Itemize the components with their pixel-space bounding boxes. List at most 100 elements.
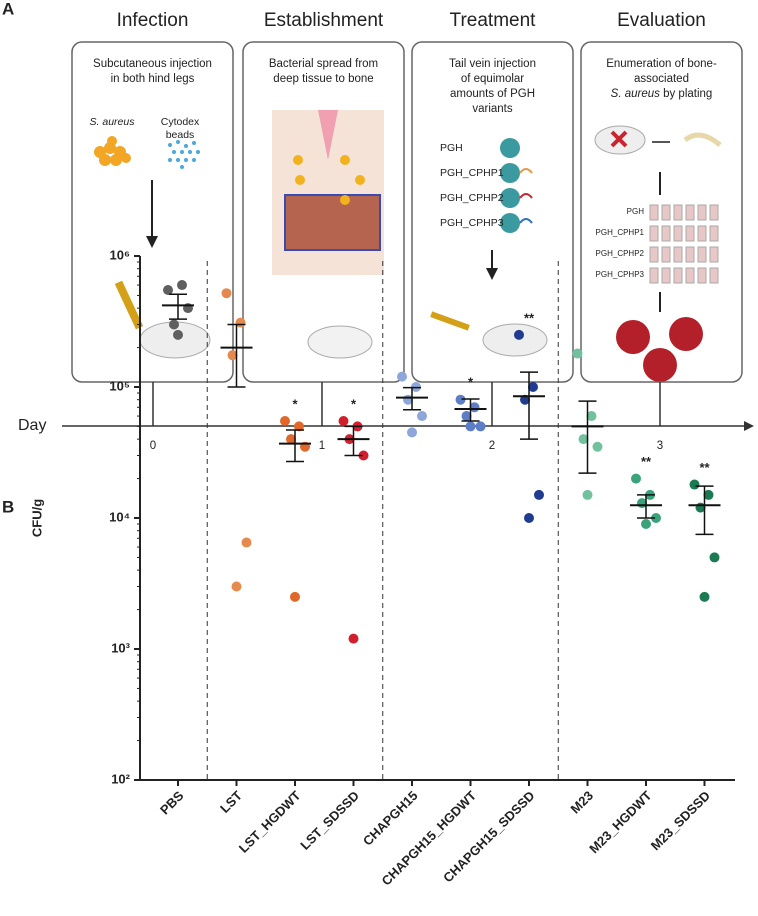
tag [519,218,533,224]
data-point [397,371,407,382]
description-rest: by plating [660,88,712,100]
data-point [338,416,349,427]
data-point [651,513,661,523]
data-point [582,489,593,500]
data-point [455,394,466,405]
data-point [348,633,359,644]
stage-title: Treatment [450,10,537,31]
bone [284,194,381,251]
plates [616,317,703,382]
stage-description: deep tissue to bone [273,73,373,85]
tag [519,168,533,174]
illustration-label: PGH_CPHP1 [440,167,504,179]
arrow-head [146,236,158,248]
illustration-label: PGH_CPHP3 [440,217,504,229]
timeline-label: Day [18,417,46,434]
data-point [703,489,714,500]
illustration-label: S. aureus [90,116,136,128]
data-point [534,489,544,500]
data-point [290,591,300,602]
cross [610,130,628,148]
x-tick-label: M23 [568,788,596,816]
data-point [221,288,232,299]
data-point [689,479,700,490]
illustration-label: PGH [440,142,463,154]
y-tick-label: 10⁶ [110,247,130,262]
panel-label: A [2,0,14,18]
significance: * [351,396,357,411]
stage-description: associated [634,73,689,85]
day-number: 1 [319,440,325,452]
bacteria-cluster [94,136,131,166]
needle-site [318,110,338,160]
significance: ** [524,310,535,325]
data-point [417,411,427,422]
data-point [641,518,651,529]
illustration-label: beads [166,129,195,141]
y-tick-label: 10³ [111,640,130,655]
data-point [169,319,179,330]
panel-label: B [2,497,14,516]
illustrations [94,110,722,382]
data-point [592,441,603,452]
data-point [699,591,710,602]
data-point [514,329,524,340]
data-point [294,421,304,432]
stage-description: in both hind legs [111,73,195,85]
data-point [280,416,290,427]
mouse [482,323,548,357]
data-point [241,537,252,548]
data-point [177,280,187,291]
stage-description: Subcutaneous injection [93,58,212,70]
data-point [163,285,173,296]
illustration-label: PGH [627,207,645,216]
proteins [500,138,520,233]
stage-description: S. aureus by plating [611,88,713,100]
x-tick-label: M23_HGDWT [586,788,654,856]
tag [519,193,533,199]
data-point [227,350,238,361]
data-point [528,382,538,392]
timeline-arrow [744,421,754,431]
x-tick-label: LST_HGDWT [236,788,304,856]
significance: * [292,396,298,411]
arrow-head [486,268,498,280]
syringe [430,311,470,331]
stage-description: amounts of PGH [450,88,535,100]
syringe [114,280,144,330]
data-point [465,421,476,432]
data-point [475,421,486,432]
x-tick-label: CHAPGH15 [360,788,421,849]
stage-description: of equimolar [461,73,524,85]
y-axis-label: CFU/g [29,499,44,537]
stage-title: Evaluation [617,10,706,31]
illustration-label: PGH_CPHP2 [440,192,504,204]
data-point [407,427,417,438]
stage-description: variants [472,103,513,115]
x-tick-label: M23_SDSSD [648,788,713,853]
italic-term: S. aureus [611,88,660,100]
data-point [286,434,296,445]
data-point [524,513,534,523]
x-tick-label: LST_SDSSD [297,788,362,853]
day-number: 3 [657,440,663,452]
stage-box [242,41,405,383]
mouse [307,325,373,359]
significance: ** [641,454,652,469]
data-point [358,450,369,461]
stage-description: Enumeration of bone- [606,58,717,70]
significance: ** [699,460,710,475]
data-point [173,329,183,340]
stage-box [580,41,743,383]
data-point [231,581,242,592]
beads [168,140,200,169]
x-tick-label: PBS [157,788,187,818]
illustration-label: Cytodex [161,116,200,128]
bone [683,132,722,147]
illustration-label: PGH_CPHP3 [596,270,645,279]
data-point [586,411,597,422]
data-point [461,411,472,422]
significance: * [468,374,474,389]
data-point [709,552,720,563]
